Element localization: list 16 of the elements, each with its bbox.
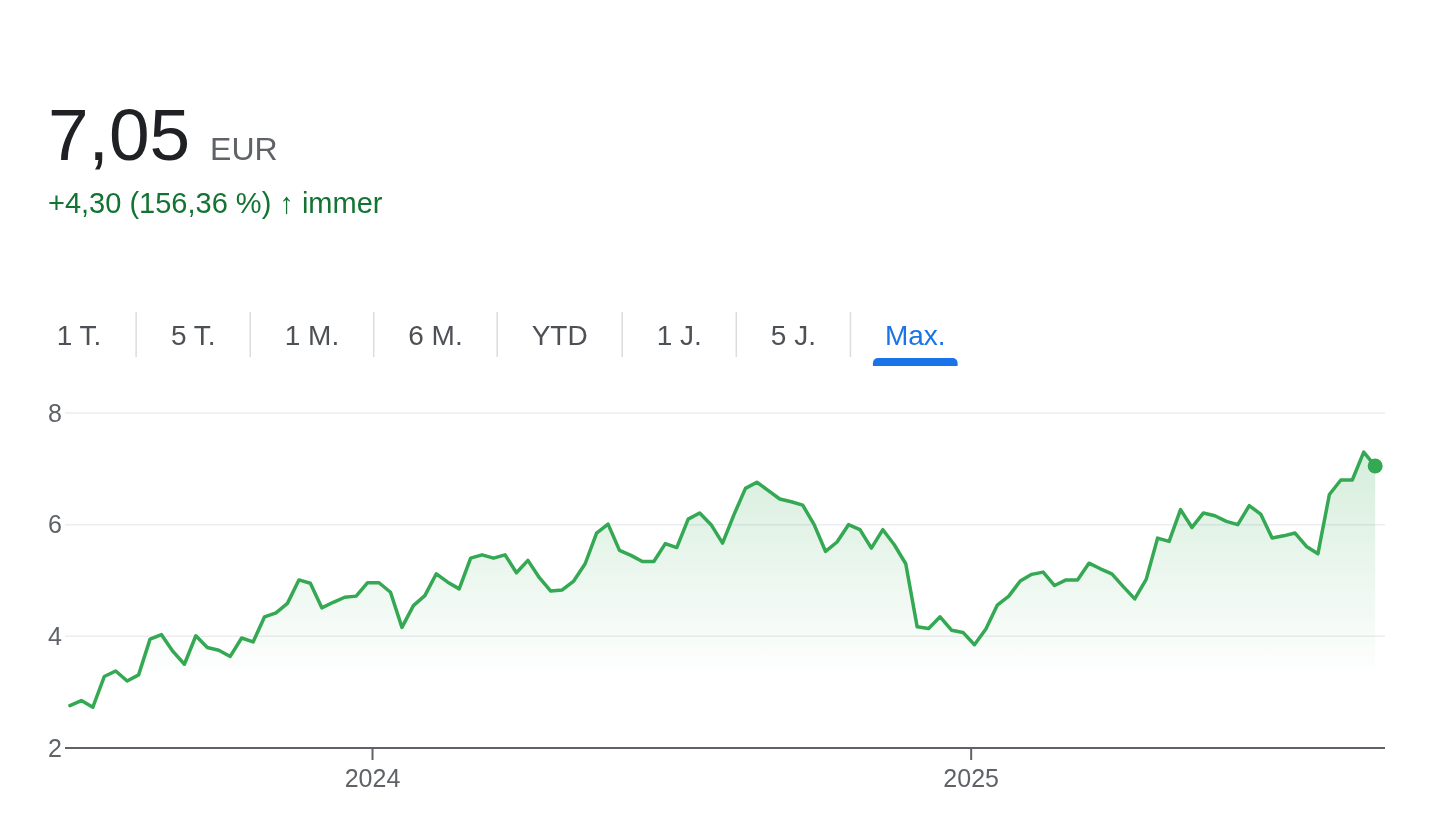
x-tick-label: 2025 [943,764,999,792]
y-tick-label: 6 [48,510,62,539]
x-tick-label: 2024 [344,764,401,792]
text: 6 M. [408,320,463,351]
text: 1 T. [56,320,102,351]
text: 5 T. [170,320,216,351]
y-tick-label: 4 [48,622,63,651]
text: 1 J. [656,320,702,351]
text: 5 J. [770,320,816,351]
text: YTD [531,320,588,351]
y-tick-label: 8 [48,398,62,427]
text: Max. [884,320,946,351]
chart-subtitle: +4,30 (156,36 %) ↑ immer [48,187,383,219]
y-tick-label: 2 [48,733,62,762]
text: 1 M. [284,320,340,351]
chart-title: 7,05 EUR [48,94,278,175]
